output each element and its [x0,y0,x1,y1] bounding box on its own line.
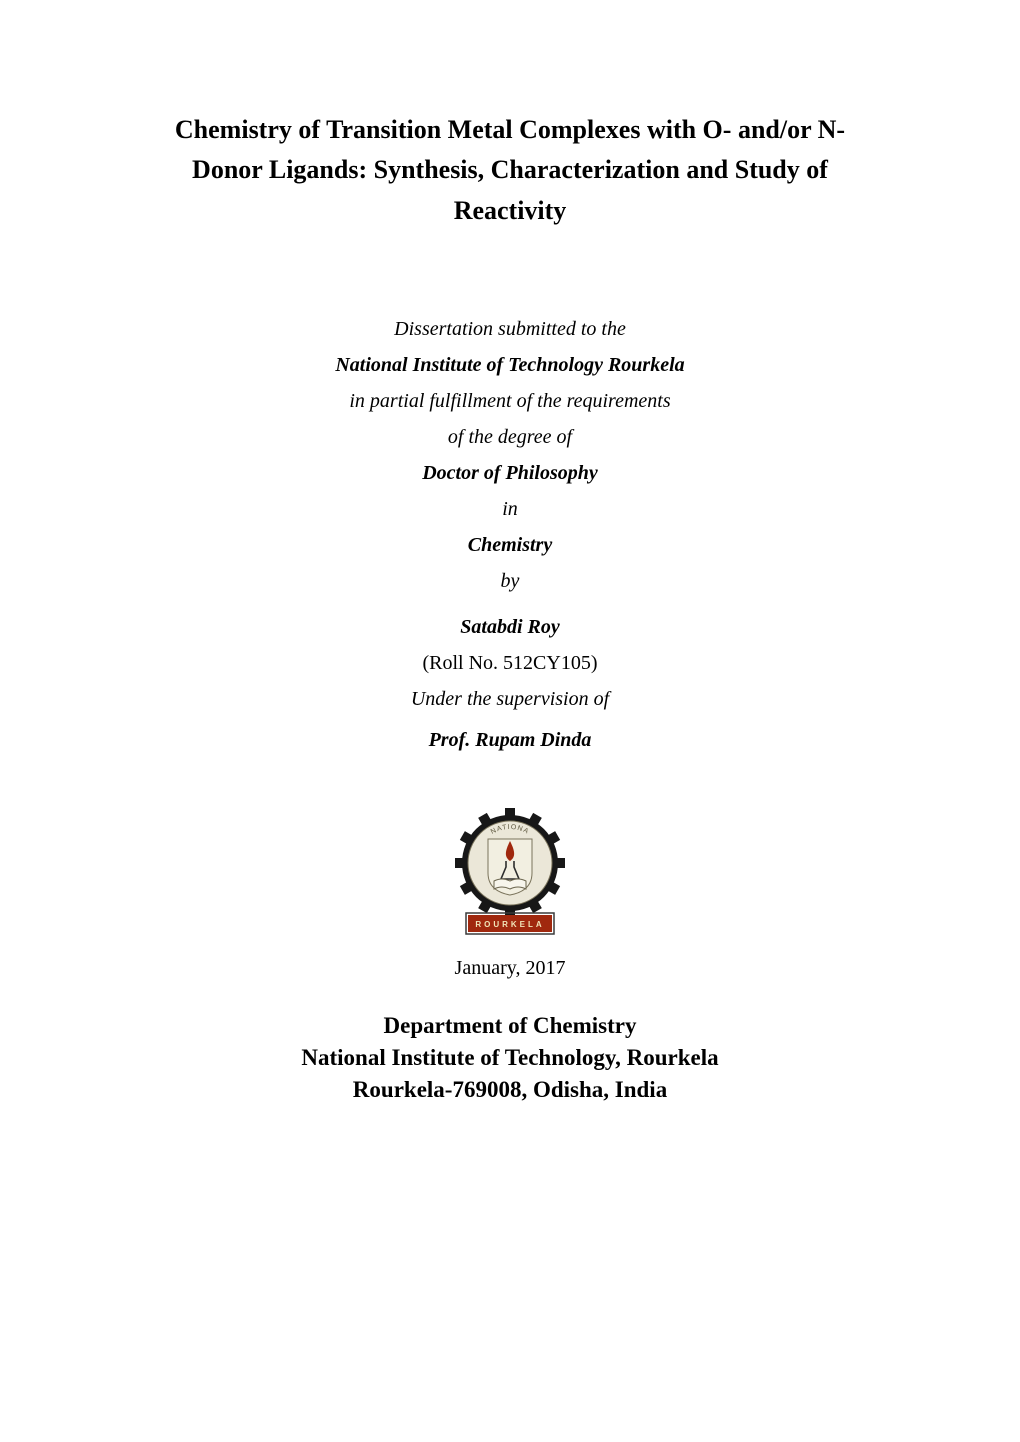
department-line-2: National Institute of Technology, Rourke… [100,1042,920,1074]
title-line-3: Reactivity [100,191,920,231]
department-block: Department of Chemistry National Institu… [100,1010,920,1107]
author-name: Satabdi Roy [100,609,920,645]
dissertation-title: Chemistry of Transition Metal Complexes … [100,110,920,231]
institute-logo: NATIONA ROURKELA [100,807,920,939]
supervisor-name: Prof. Rupam Dinda [100,729,920,752]
department-line-1: Department of Chemistry [100,1010,920,1042]
submitted-to-line: Dissertation submitted to the [100,311,920,347]
submission-date: January, 2017 [100,957,920,980]
by-line: by [100,563,920,599]
svg-text:ROURKELA: ROURKELA [475,920,544,929]
in-line: in [100,491,920,527]
subject-name: Chemistry [100,527,920,563]
title-line-1: Chemistry of Transition Metal Complexes … [100,110,920,150]
submission-block: Dissertation submitted to the National I… [100,311,920,1107]
degree-of-line: of the degree of [100,419,920,455]
author-roll: (Roll No. 512CY105) [100,645,920,681]
degree-name: Doctor of Philosophy [100,455,920,491]
department-line-3: Rourkela-769008, Odisha, India [100,1074,920,1106]
supervision-line: Under the supervision of [100,681,920,717]
title-line-2: Donor Ligands: Synthesis, Characterizati… [100,150,920,190]
nit-rourkela-crest-icon: NATIONA ROURKELA [449,807,571,939]
fulfillment-line: in partial fulfillment of the requiremen… [100,383,920,419]
institute-name: National Institute of Technology Rourkel… [100,347,920,383]
